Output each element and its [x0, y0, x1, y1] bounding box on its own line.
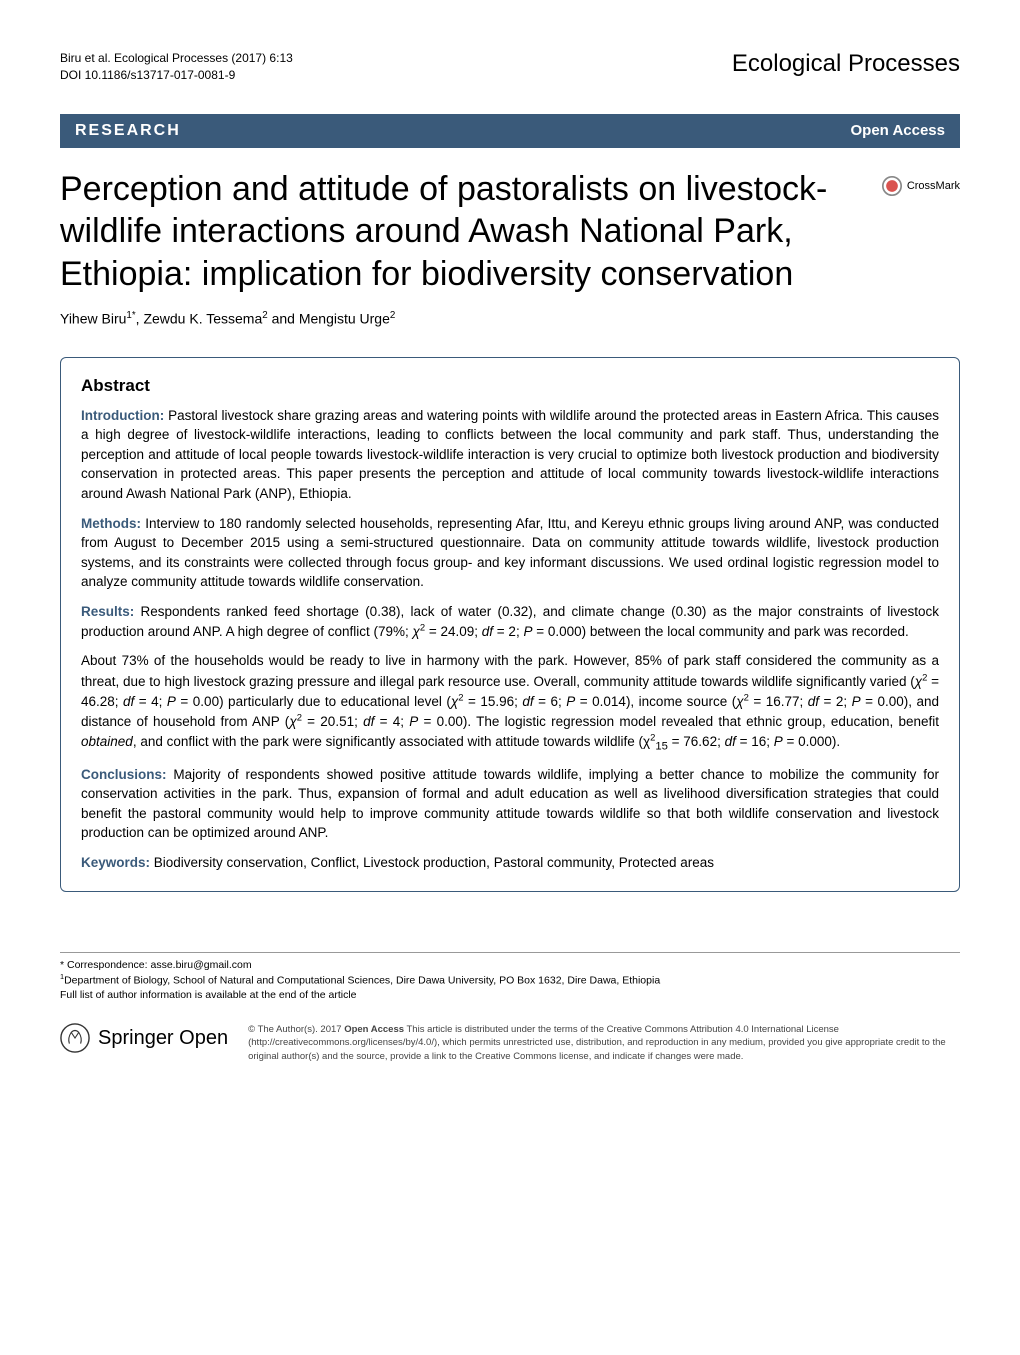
full-list-line: Full list of author information is avail… [60, 988, 960, 1003]
license-text: © The Author(s). 2017 Open Access This a… [248, 1023, 960, 1063]
conclusions-text: Majority of respondents showed positive … [81, 767, 939, 841]
results-label: Results: [81, 604, 134, 619]
abstract-box: Abstract Introduction: Pastoral livestoc… [60, 357, 960, 892]
results-text: Respondents ranked feed shortage (0.38),… [81, 604, 939, 639]
springer-text: Springer Open [98, 1027, 228, 1050]
abstract-results-p1: Results: Respondents ranked feed shortag… [81, 602, 939, 642]
abstract-methods: Methods: Interview to 180 randomly selec… [81, 514, 939, 592]
page-header: Biru et al. Ecological Processes (2017) … [60, 50, 960, 84]
conclusions-label: Conclusions: [81, 767, 167, 782]
correspondence-email[interactable]: asse.biru@gmail.com [150, 959, 251, 971]
doi-line: DOI 10.1186/s13717-017-0081-9 [60, 67, 293, 84]
abstract-conclusions: Conclusions: Majority of respondents sho… [81, 765, 939, 843]
abstract-keywords: Keywords: Biodiversity conservation, Con… [81, 853, 939, 873]
abstract-results-p2: About 73% of the households would be rea… [81, 651, 939, 754]
keywords-text: Biodiversity conservation, Conflict, Liv… [150, 855, 714, 870]
springer-logo: Springer Open [60, 1023, 228, 1053]
methods-label: Methods: [81, 516, 141, 531]
correspondence-line: * Correspondence: asse.biru@gmail.com [60, 958, 960, 973]
intro-text: Pastoral livestock share grazing areas a… [81, 408, 939, 501]
affiliation-line: 1Department of Biology, School of Natura… [60, 972, 960, 988]
title-row: Perception and attitude of pastoralists … [60, 168, 960, 296]
springer-icon [60, 1023, 90, 1053]
open-access-label: Open Access [851, 122, 946, 139]
keywords-label: Keywords: [81, 855, 150, 870]
abstract-heading: Abstract [81, 376, 939, 396]
correspondence-label: * Correspondence: [60, 959, 150, 971]
citation-block: Biru et al. Ecological Processes (2017) … [60, 50, 293, 84]
journal-name: Ecological Processes [732, 50, 960, 78]
crossmark-label: CrossMark [907, 180, 960, 192]
article-title: Perception and attitude of pastoralists … [60, 168, 862, 296]
citation-line: Biru et al. Ecological Processes (2017) … [60, 50, 293, 67]
authors-line: Yihew Biru1*, Zewdu K. Tessema2 and Meng… [60, 310, 960, 327]
intro-label: Introduction: [81, 408, 164, 423]
crossmark-icon [882, 176, 902, 196]
research-label: RESEARCH [75, 122, 181, 140]
footer-row: Springer Open © The Author(s). 2017 Open… [60, 1023, 960, 1063]
correspondence-section: * Correspondence: asse.biru@gmail.com 1D… [60, 952, 960, 1004]
abstract-introduction: Introduction: Pastoral livestock share g… [81, 406, 939, 504]
crossmark-badge[interactable]: CrossMark [882, 176, 960, 196]
results-text2: About 73% of the households would be rea… [81, 653, 939, 748]
research-bar: RESEARCH Open Access [60, 114, 960, 148]
methods-text: Interview to 180 randomly selected house… [81, 516, 939, 590]
